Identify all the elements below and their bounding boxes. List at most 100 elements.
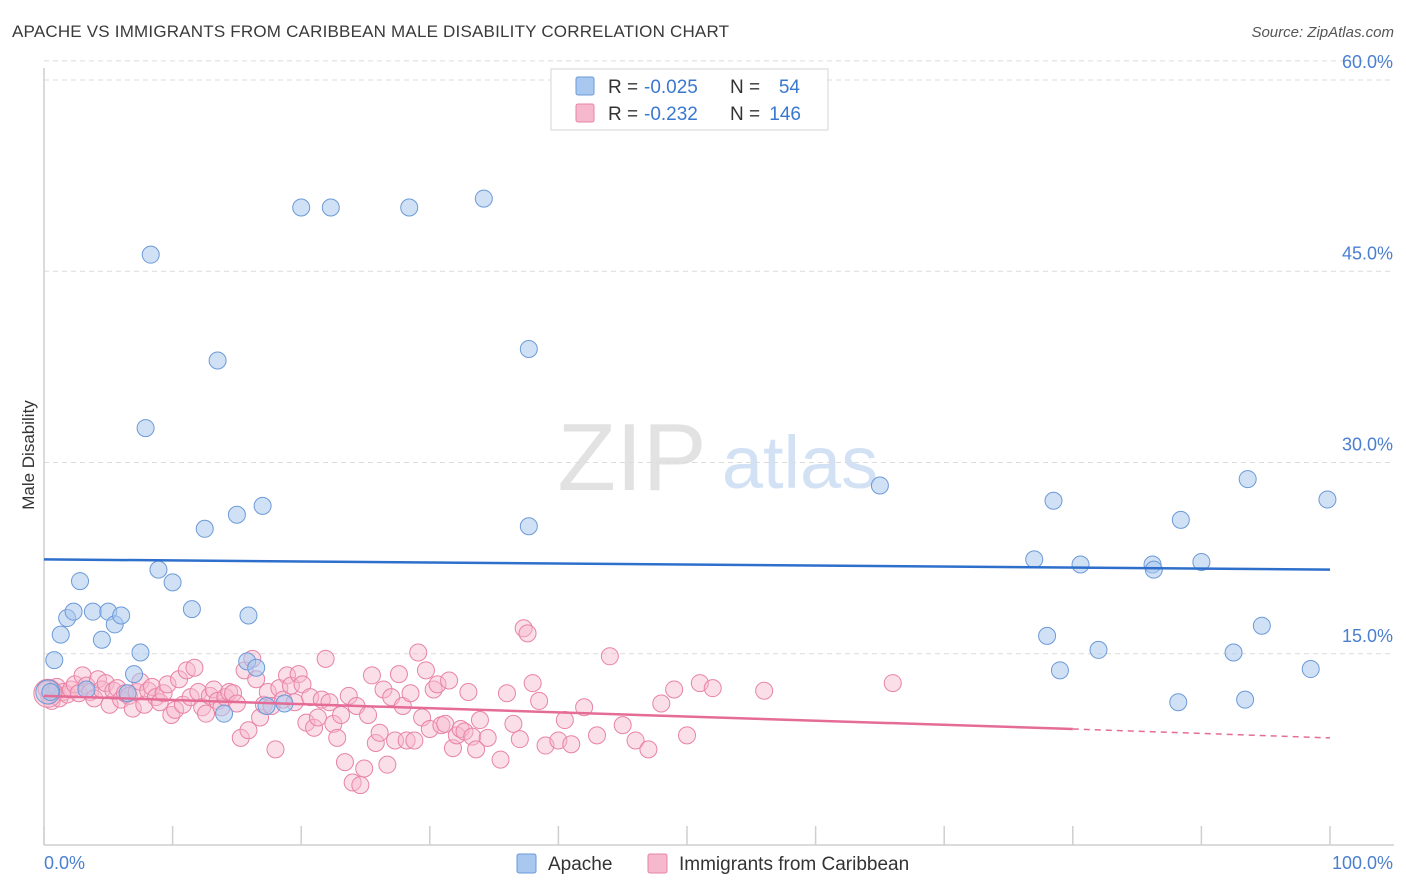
legend-r-value: -0.025 [644,77,698,98]
caribbean-point [703,679,722,698]
apache-points [41,189,1337,723]
caribbean-point [497,684,516,703]
caribbean-point [355,759,374,778]
caribbean-point [266,740,285,759]
apache-point [1224,643,1243,662]
correlation-legend: R = -0.025 N = 54 R = -0.232 N = 146 [550,68,829,131]
apache-point [1044,491,1063,510]
apache-point [163,573,182,592]
apache-point [182,600,201,619]
y-tick-label: 45.0% [1342,243,1393,263]
apache-point [257,697,276,716]
apache-point [136,419,155,438]
apache-point [1071,555,1090,574]
apache-point [83,602,102,621]
caribbean-point [320,693,339,712]
y-axis-label: Male Disability [19,400,38,510]
apache-point [321,198,340,217]
caribbean-point [100,695,119,714]
caribbean-point [389,665,408,684]
caribbean-point [359,705,378,724]
caribbean-point [158,675,177,694]
apache-point [41,683,60,701]
apache-trend-line [43,558,1331,571]
bottom-legend-swatch-apache [516,853,537,874]
bottom-legend-apache: Apache [548,854,612,875]
caribbean-point [626,731,645,750]
apache-point [400,198,419,217]
caribbean-point [378,755,397,774]
y-tick-label: 30.0% [1342,435,1393,455]
apache-point [125,665,144,684]
legend-n-value: 146 [769,104,801,125]
caribbean-point [467,740,486,759]
caribbean-point [328,728,347,747]
apache-point [474,189,493,208]
caribbean-point [523,674,542,693]
legend-n-label: N = [730,77,760,98]
apache-point [141,245,160,264]
caribbean-trend-line [43,694,1073,731]
apache-point [64,602,83,621]
apache-point [519,517,538,536]
caribbean-point [678,726,696,745]
bottom-legend-swatch-caribbean [647,853,668,874]
legend-r-label: R = [608,77,638,98]
apache-point [1238,470,1257,489]
caribbean-point [405,731,424,750]
axes: 0.0% 100.0% [43,68,1394,873]
caribbean-point [409,643,428,662]
caribbean-point [316,649,335,668]
caribbean-point [562,735,581,754]
caribbean-point [530,691,549,710]
caribbean-point [652,694,671,713]
caribbean-point [185,658,204,677]
caribbean-point [883,674,902,693]
apache-point [149,560,168,579]
apache-point [1236,690,1255,709]
caribbean-trend-extension [1072,728,1331,739]
apache-point [1038,626,1057,645]
caribbean-point [416,661,435,680]
caribbean-point [150,693,169,712]
caribbean-point [231,728,250,747]
apache-point [1252,616,1271,635]
apache-point [1089,640,1108,659]
caribbean-point [339,686,358,705]
apache-point [1192,552,1211,571]
caribbean-point [305,718,324,737]
apache-point [1318,490,1337,509]
apache-point [239,606,258,625]
apache-point [519,340,538,359]
x-tick-label: 0.0% [44,853,85,873]
y-tick-label: 15.0% [1342,626,1393,646]
apache-point [253,496,272,515]
caribbean-point [555,711,574,730]
apache-point [208,351,227,370]
caribbean-point [459,683,478,701]
legend-r-value: -0.232 [644,104,698,125]
apache-point [247,658,266,677]
apache-point [92,630,111,649]
legend-r-label: R = [608,104,638,125]
caribbean-point [370,723,389,742]
caribbean-point [401,684,420,703]
caribbean-point [504,714,523,733]
apache-point [292,198,311,217]
apache-point [870,476,889,495]
apache-point [1144,560,1163,579]
apache-point [1050,661,1069,680]
caribbean-point [374,680,393,699]
apache-point [1171,510,1190,529]
x-tick-label: 100.0% [1332,853,1393,873]
caribbean-point [755,681,774,700]
caribbean-point [600,647,619,666]
apache-point [227,505,246,524]
gridlines: 15.0% 30.0% 45.0% 60.0% [44,52,1394,655]
caribbean-point [278,666,297,685]
apache-point [1169,693,1188,712]
caribbean-point [665,680,684,699]
trend-lines [43,558,1331,739]
legend-n-value: 54 [779,77,801,98]
